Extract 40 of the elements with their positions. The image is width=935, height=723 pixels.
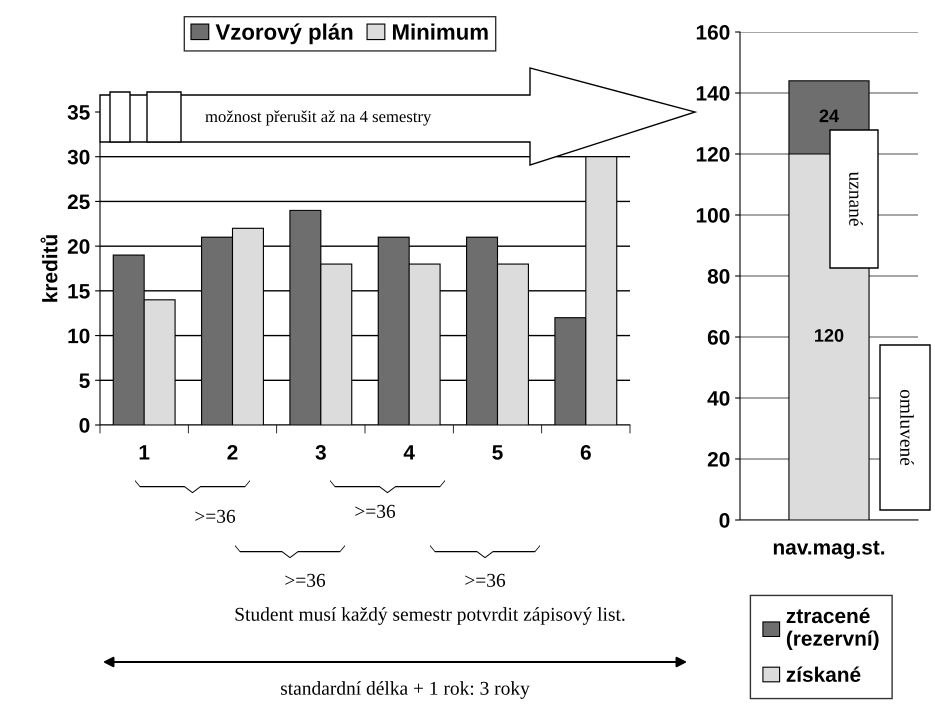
legend-label: Vzorový plán	[216, 23, 352, 44]
x-tick-label: 4	[404, 445, 415, 460]
y-tick-label: 40	[707, 391, 730, 406]
annotation: možnost přerušit až na 4 semestry	[205, 110, 432, 126]
text: >=36	[195, 510, 236, 523]
legend-label: ztracené (rezervní)	[786, 608, 879, 650]
y-tick-label: 140	[696, 86, 730, 101]
y-tick-label: 0	[720, 513, 730, 528]
y-tick-label: 35	[68, 105, 90, 120]
y-tick-label: 120	[696, 147, 730, 162]
text: >=36	[285, 574, 326, 587]
data-label: 120	[815, 329, 844, 342]
annotation: omluvené	[900, 390, 914, 466]
x-tick-label: 1	[140, 445, 150, 460]
x-tick-label: 5	[492, 445, 503, 460]
legend-label: získané	[786, 666, 860, 682]
y-tick-label: 80	[708, 269, 730, 284]
text: standardní délka + 1 rok: 3 roky	[280, 681, 530, 699]
annotation: uznané	[849, 172, 863, 226]
y-tick-label: 5	[79, 374, 90, 388]
y-tick-label: 10	[68, 328, 90, 344]
x-tick-label: 6	[580, 444, 591, 460]
x-tick-label: nav.mag.st.	[774, 540, 884, 559]
y-tick-label: 20	[708, 452, 730, 467]
y-tick-label: 60	[708, 330, 730, 345]
y-tick-label: 0	[80, 418, 90, 433]
x-tick-label: 3	[316, 444, 326, 460]
legend-label: Minimum	[392, 24, 488, 40]
text: Student musí každý semestr potvrdit zápisový list.	[236, 607, 624, 625]
data-label: 24	[820, 109, 839, 122]
text: >=36	[355, 504, 396, 518]
y-tick-label: 20	[68, 239, 90, 254]
y-tick-label: 160	[696, 25, 730, 40]
y-tick-label: 100	[696, 208, 730, 223]
y-tick-label: 25	[68, 194, 90, 210]
y-axis-title: kreditů	[40, 235, 58, 302]
y-tick-label: 15	[68, 284, 90, 299]
y-tick-label: 30	[68, 150, 90, 164]
x-tick-label: 2	[227, 444, 238, 460]
text: >=36	[465, 574, 506, 587]
